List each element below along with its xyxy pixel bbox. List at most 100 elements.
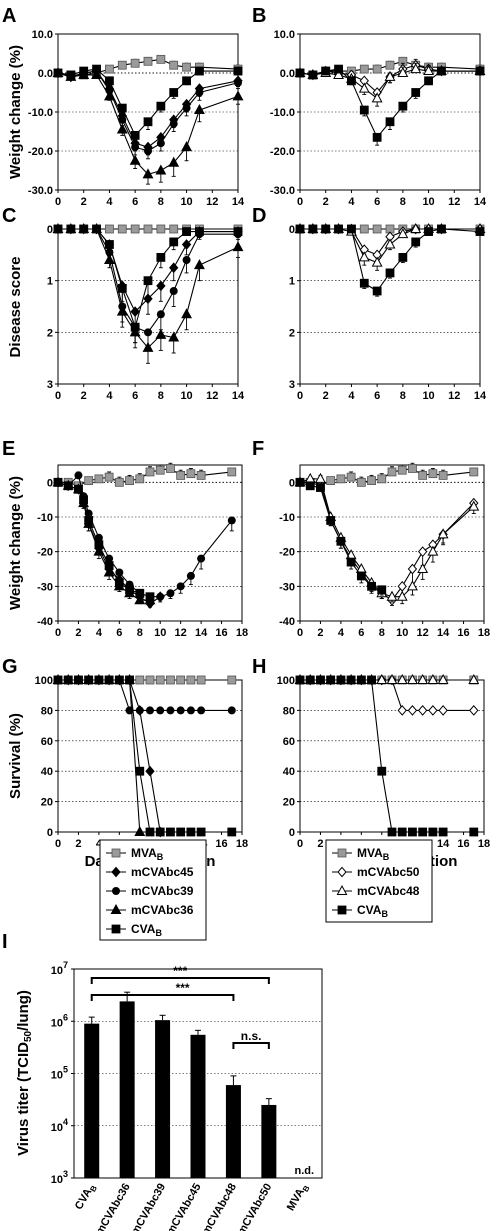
x-tick-label: 6: [116, 627, 122, 639]
legend-label-base: MVA: [357, 846, 383, 860]
series-mCVAbc45: [53, 674, 165, 838]
panel-F: 0-10-20-30-400 2 4 6 8 10 12 14 16 18: [279, 462, 490, 639]
data-point: [377, 585, 387, 595]
data-point: [359, 105, 369, 115]
data-point: [385, 60, 395, 70]
legend-label-base: mCVAbc50: [357, 865, 420, 879]
series-line: [58, 679, 232, 833]
y-tick-label: -20: [37, 547, 53, 559]
data-point: [125, 675, 134, 685]
data-point: [437, 66, 446, 76]
x-tick-label: 12: [448, 196, 460, 208]
data-point: [407, 673, 418, 684]
data-point: [134, 825, 146, 836]
legend-label-base: mCVAbc36: [131, 903, 194, 917]
category-label: CVAB: [73, 1181, 99, 1213]
data-point: [386, 673, 398, 684]
y-tick-label: -20.0: [28, 146, 53, 158]
data-point: [105, 224, 114, 234]
x-tick-label: 12: [206, 196, 218, 208]
data-point: [53, 477, 63, 487]
data-point: [475, 227, 485, 236]
data-point: [423, 64, 435, 76]
data-point: [411, 237, 421, 247]
data-point: [437, 673, 449, 684]
y-tick-label: -30.0: [28, 185, 53, 197]
data-point: [356, 571, 366, 581]
data-point: [385, 117, 395, 127]
data-point: [316, 675, 325, 685]
data-point: [428, 827, 438, 837]
y-tick-label: -20: [279, 547, 295, 559]
bar-CVAB: [84, 1023, 100, 1178]
data-point: [130, 130, 140, 140]
x-tick-label: 10: [422, 196, 434, 208]
x-tick-label: 4: [348, 196, 355, 208]
series-CVAB: [295, 477, 387, 596]
data-point: [308, 70, 318, 80]
data-point: [53, 675, 63, 685]
legend-label: mCVAbc50: [357, 865, 420, 879]
data-point: [396, 673, 408, 684]
data-point: [326, 476, 336, 486]
data-point: [84, 675, 94, 685]
x-tick-label: 2: [317, 838, 323, 850]
data-point: [125, 585, 134, 595]
plot-frame: [299, 679, 485, 833]
data-point: [397, 228, 409, 239]
x-tick-label: 2: [323, 196, 329, 208]
x-tick-label: 6: [132, 390, 138, 402]
y-tick-label: 60: [283, 736, 295, 748]
data-point: [468, 500, 480, 511]
x-tick-label: 2: [323, 390, 329, 402]
y-tick-label: 0: [47, 224, 53, 236]
data-point: [418, 827, 428, 837]
x-tick-label: 10: [154, 627, 166, 639]
y-tick-label: -20.0: [270, 146, 295, 158]
x-tick-label: 8: [158, 196, 164, 208]
data-point: [316, 483, 325, 492]
x-tick-label: 10: [180, 390, 192, 402]
x-tick-label: 10: [180, 196, 192, 208]
data-point: [79, 224, 89, 234]
plot-frame: [57, 679, 243, 833]
data-point: [146, 706, 154, 715]
data-point: [358, 82, 370, 93]
data-point: [168, 156, 180, 167]
data-point: [398, 101, 408, 111]
data-point: [359, 278, 369, 288]
data-point: [116, 123, 128, 134]
legend-marker: [110, 903, 122, 914]
data-point: [74, 675, 83, 685]
y-tick-label: 106: [51, 1012, 68, 1029]
data-point: [155, 675, 165, 685]
x-tick-label: 4: [338, 627, 345, 639]
data-point: [130, 306, 140, 318]
data-point: [359, 224, 369, 234]
data-point: [156, 592, 165, 601]
data-point: [308, 224, 318, 234]
data-point: [356, 675, 366, 685]
data-point: [408, 464, 417, 473]
data-point: [384, 238, 396, 249]
legend-label: MVAB: [357, 846, 390, 862]
data-point: [105, 64, 114, 74]
significance-bracket: ***: [90, 964, 270, 984]
data-point: [376, 673, 388, 684]
data-point: [166, 464, 175, 473]
data-point: [155, 328, 167, 339]
data-point: [131, 143, 140, 152]
panel-label-A: A: [2, 5, 16, 27]
x-tick-label: 4: [106, 196, 113, 208]
data-point: [142, 341, 154, 352]
data-point: [117, 284, 127, 293]
x-tick-label: 18: [236, 627, 248, 639]
data-point: [295, 68, 305, 78]
significance-label: n.s.: [241, 1029, 262, 1043]
y-tick-label: -40: [37, 616, 53, 628]
legend-label-base: mCVAbc48: [357, 884, 420, 898]
y-tick-label: 10.0: [274, 29, 295, 41]
data-point: [427, 545, 439, 556]
